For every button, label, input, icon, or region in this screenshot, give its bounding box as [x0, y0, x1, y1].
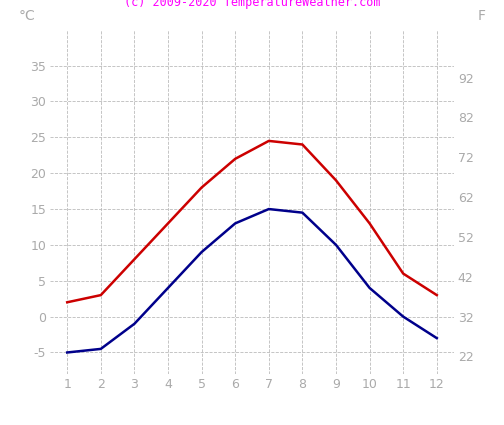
Text: °C: °C	[18, 9, 35, 23]
Text: F: F	[478, 9, 486, 23]
Text: (c) 2009-2020 TemperatureWeather.com: (c) 2009-2020 TemperatureWeather.com	[124, 0, 380, 9]
